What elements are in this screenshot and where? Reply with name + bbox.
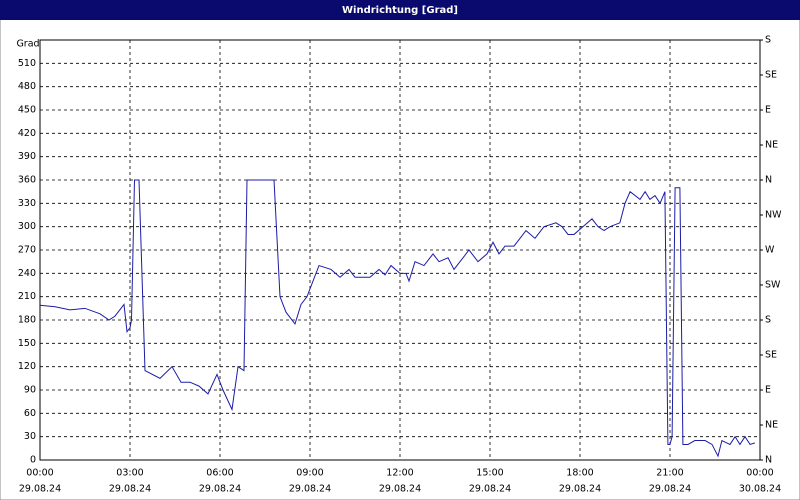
y-tick-label: 450: [18, 105, 36, 116]
y-tick-label: 420: [18, 128, 36, 139]
x-tick-date: 29.08.24: [19, 484, 61, 495]
x-tick-date: 30.08.24: [739, 484, 781, 495]
x-tick-date: 29.08.24: [379, 484, 421, 495]
y-axis-label: Grad: [16, 39, 39, 50]
x-tick-date: 29.08.24: [109, 484, 151, 495]
y2-tick-label: N: [765, 455, 772, 466]
x-tick-date: 29.08.24: [199, 484, 241, 495]
y2-tick-label: E: [765, 105, 771, 116]
y2-tick-label: W: [765, 245, 775, 256]
x-tick-date: 29.08.24: [559, 484, 601, 495]
y-tick-label: 120: [18, 361, 36, 372]
x-tick-label: 21:00: [656, 468, 683, 479]
y-tick-label: 480: [18, 81, 36, 92]
x-tick-label: 00:00: [746, 468, 773, 479]
y2-tick-label: NE: [765, 140, 778, 151]
y-tick-label: 150: [18, 338, 36, 349]
y-tick-label: 390: [18, 151, 36, 162]
y2-tick-label: S: [765, 35, 771, 46]
y2-tick-label: SE: [765, 70, 777, 81]
line: [39, 179, 756, 458]
y2-tick-label: NE: [765, 420, 778, 431]
x-tick-label: 06:00: [206, 468, 233, 479]
y2-tick-label: SW: [765, 280, 781, 291]
y-tick-label: 30: [24, 431, 36, 442]
y-tick-label: 360: [18, 175, 36, 186]
y-tick-label: 90: [24, 385, 36, 396]
y-tick-label: 0: [30, 455, 36, 466]
title-bar: [0, 0, 800, 20]
y2-tick-label: N: [765, 175, 772, 186]
y2-tick-label: E: [765, 385, 771, 396]
x-tick-date: 29.08.24: [289, 484, 331, 495]
y-tick-label: 210: [18, 291, 36, 302]
y2-tick-label: S: [765, 315, 771, 326]
x-tick-label: 18:00: [566, 468, 593, 479]
x-tick-label: 00:00: [26, 468, 53, 479]
y-tick-label: 510: [18, 58, 36, 69]
x-tick-date: 29.08.24: [649, 484, 691, 495]
y2-tick-label: NW: [765, 210, 782, 221]
y-tick-label: 60: [24, 408, 36, 419]
x-tick-date: 29.08.24: [469, 484, 511, 495]
y2-tick-label: SE: [765, 350, 777, 361]
y-tick-label: 180: [18, 315, 36, 326]
x-tick-label: 03:00: [116, 468, 143, 479]
x-tick-label: 09:00: [296, 468, 323, 479]
x-tick-label: 12:00: [386, 468, 413, 479]
y-tick-label: 300: [18, 221, 36, 232]
x-tick-label: 15:00: [476, 468, 503, 479]
y-tick-label: 270: [18, 245, 36, 256]
y-tick-label: 330: [18, 198, 36, 209]
chart-title: Windrichtung [Grad]: [342, 5, 458, 16]
y-tick-label: 240: [18, 268, 36, 279]
